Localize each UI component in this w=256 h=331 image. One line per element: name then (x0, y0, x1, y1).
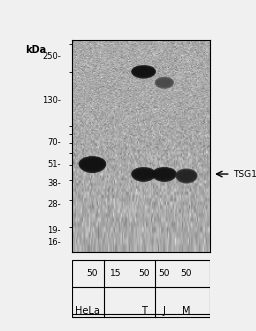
Ellipse shape (177, 170, 196, 181)
Text: 16-: 16- (47, 238, 61, 247)
Text: TSG101: TSG101 (233, 169, 256, 178)
Text: 50: 50 (138, 269, 149, 278)
Text: HeLa: HeLa (75, 306, 100, 316)
Ellipse shape (132, 66, 155, 77)
Text: 28-: 28- (47, 200, 61, 209)
Ellipse shape (133, 169, 154, 179)
Ellipse shape (135, 68, 153, 75)
Ellipse shape (157, 79, 171, 86)
Text: 250-: 250- (42, 52, 61, 61)
Text: kDa: kDa (25, 45, 46, 55)
Text: 130-: 130- (42, 96, 61, 105)
Text: 15: 15 (110, 269, 122, 278)
Ellipse shape (80, 157, 105, 172)
Text: M: M (182, 306, 191, 316)
Ellipse shape (133, 67, 154, 76)
Ellipse shape (131, 65, 156, 79)
Ellipse shape (153, 168, 176, 181)
Text: 19-: 19- (47, 226, 61, 235)
Text: 50: 50 (181, 269, 192, 278)
Ellipse shape (175, 168, 197, 183)
Ellipse shape (152, 167, 177, 182)
Text: J: J (163, 306, 166, 316)
Ellipse shape (155, 77, 174, 89)
Ellipse shape (176, 169, 197, 182)
Ellipse shape (154, 169, 175, 179)
Text: 38-: 38- (47, 179, 61, 188)
Text: 50: 50 (87, 269, 98, 278)
Text: 50: 50 (158, 269, 170, 278)
Text: 51-: 51- (47, 160, 61, 168)
Ellipse shape (82, 160, 102, 169)
Ellipse shape (156, 78, 173, 87)
Text: 70-: 70- (47, 138, 61, 147)
Ellipse shape (155, 170, 173, 178)
Ellipse shape (155, 77, 173, 88)
Ellipse shape (79, 156, 106, 173)
Ellipse shape (81, 158, 104, 170)
Ellipse shape (178, 171, 194, 180)
Ellipse shape (131, 167, 156, 182)
Ellipse shape (135, 170, 153, 178)
Text: T: T (141, 306, 146, 316)
Ellipse shape (132, 168, 155, 181)
